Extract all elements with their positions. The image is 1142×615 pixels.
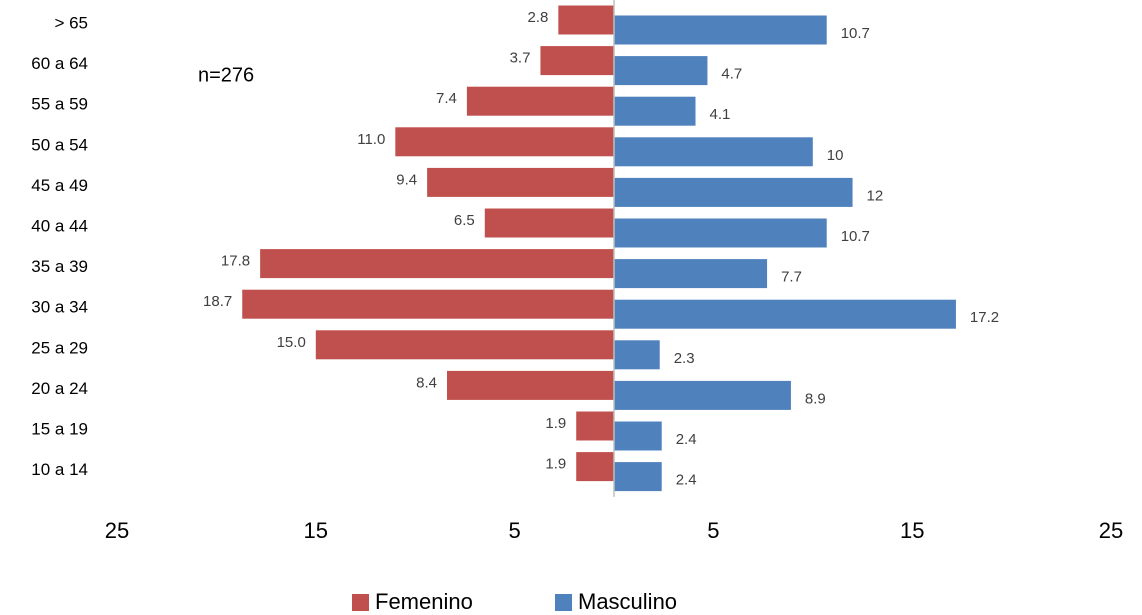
data-label: 8.9	[805, 390, 826, 407]
bar	[466, 86, 614, 116]
data-label: 2.8	[527, 9, 548, 26]
bar	[614, 96, 696, 126]
bar	[395, 127, 614, 157]
x-tick-label: 15	[900, 518, 924, 543]
data-label: 17.2	[970, 309, 999, 326]
bar	[558, 5, 614, 35]
data-label: 18.7	[203, 293, 232, 310]
bar	[614, 137, 813, 167]
data-label: 4.1	[710, 106, 731, 123]
category-label: 35 a 39	[31, 257, 88, 276]
data-label: 10.7	[841, 25, 870, 42]
category-label: 60 a 64	[31, 54, 88, 73]
category-label: > 65	[54, 13, 88, 32]
x-tick-label: 25	[1099, 518, 1123, 543]
data-label: 2.3	[674, 350, 695, 367]
bar	[614, 340, 660, 370]
data-label: 8.4	[416, 374, 437, 391]
category-label: 15 a 19	[31, 419, 88, 438]
data-label: 4.7	[721, 66, 742, 83]
bar	[484, 208, 614, 238]
data-label: 1.9	[545, 415, 566, 432]
category-label: 10 a 14	[31, 460, 88, 479]
data-label: 15.0	[277, 334, 306, 351]
category-label: 20 a 24	[31, 379, 88, 398]
data-label: 7.7	[781, 269, 802, 286]
data-label: 9.4	[396, 171, 417, 188]
bar	[427, 167, 614, 197]
bar	[576, 452, 614, 482]
data-label: 12	[867, 187, 884, 204]
x-tick-label: 25	[105, 518, 129, 543]
category-label: 55 a 59	[31, 95, 88, 114]
data-label: 6.5	[454, 212, 475, 229]
bar	[576, 411, 614, 441]
bar	[260, 249, 614, 279]
category-label: 30 a 34	[31, 298, 88, 317]
data-label: 1.9	[545, 456, 566, 473]
legend-swatch	[352, 594, 369, 611]
category-label: 45 a 49	[31, 176, 88, 195]
legend-swatch	[555, 594, 572, 611]
bar	[614, 56, 708, 86]
x-tick-label: 5	[707, 518, 719, 543]
bar	[614, 421, 662, 451]
bar	[614, 218, 827, 248]
data-label: 2.4	[676, 431, 697, 448]
data-label: 3.7	[510, 50, 531, 67]
category-label: 50 a 54	[31, 135, 88, 154]
bar	[614, 177, 853, 207]
category-label: 25 a 29	[31, 338, 88, 357]
data-label: 7.4	[436, 90, 457, 107]
legend-label: Masculino	[578, 589, 677, 614]
bar	[614, 15, 827, 45]
data-label: 10.7	[841, 228, 870, 245]
x-tick-label: 5	[508, 518, 520, 543]
data-label: 2.4	[676, 472, 697, 489]
legend-label: Femenino	[375, 589, 473, 614]
bar	[242, 289, 614, 319]
bar	[614, 462, 662, 492]
bar	[614, 299, 956, 329]
bar	[614, 380, 791, 410]
category-label: 40 a 44	[31, 216, 88, 235]
x-tick-label: 15	[304, 518, 328, 543]
data-label: 11.0	[357, 131, 385, 148]
bar	[614, 259, 768, 289]
annotation: n=276	[198, 64, 254, 86]
bar	[315, 330, 614, 360]
bar	[447, 370, 614, 400]
data-label: 10	[827, 147, 844, 164]
bar	[540, 46, 614, 76]
data-label: 17.8	[221, 253, 250, 270]
